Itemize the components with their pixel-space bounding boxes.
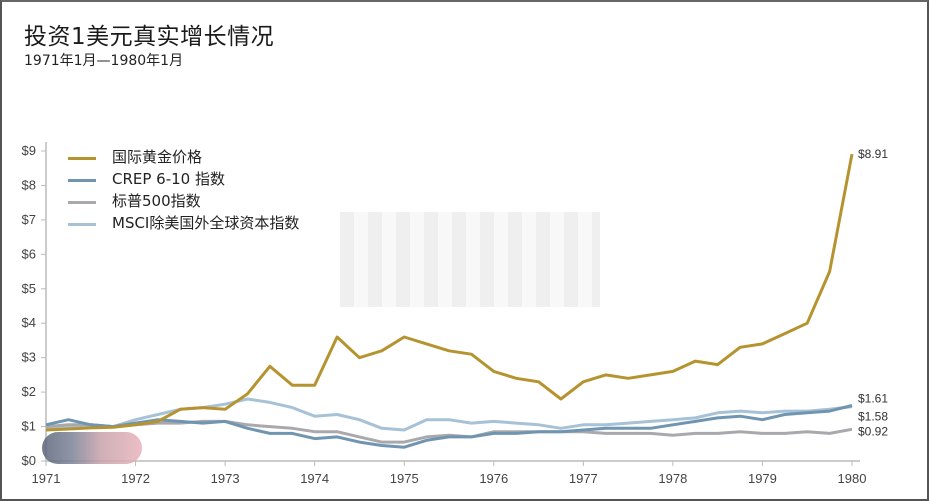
y-tick-label: $8	[22, 177, 36, 192]
legend-swatch-gold	[68, 156, 96, 160]
x-tick-label: 1973	[211, 471, 240, 486]
legend-item-gold: 国际黄金价格	[68, 145, 299, 167]
legend-item-sp500: 标普500指数	[68, 189, 299, 211]
x-tick-label: 1972	[121, 471, 150, 486]
series-line-0	[45, 153, 854, 432]
chart-legend: 国际黄金价格 CREP 6-10 指数 标普500指数 MSCI除美国外全球资本…	[68, 145, 299, 233]
legend-label: CREP 6-10 指数	[112, 169, 225, 188]
chart-title: 投资1美元真实增长情况	[24, 24, 275, 50]
y-tick-label: $1	[22, 419, 36, 434]
x-tick-label: 1978	[658, 471, 687, 486]
x-tick-label: 1979	[748, 471, 777, 486]
legend-item-msci: MSCI除美国外全球资本指数	[68, 211, 299, 233]
series-line-1	[45, 404, 853, 449]
watermark-blur	[340, 212, 600, 307]
x-tick-label: 1975	[390, 471, 419, 486]
legend-label: 标普500指数	[112, 191, 201, 210]
y-tick-label: $4	[22, 315, 36, 330]
end-value-label-msci: $1.58	[858, 410, 888, 424]
y-tick-label: $9	[22, 143, 36, 158]
y-tick-label: $7	[22, 212, 36, 227]
y-tick-label: $2	[22, 384, 36, 399]
end-value-label-gold: $8.91	[858, 147, 888, 161]
y-tick-label: $0	[22, 453, 36, 468]
end-value-label-crsp: $1.61	[858, 392, 888, 406]
end-value-label-sp500: $0.92	[858, 424, 888, 438]
y-tick-label: $5	[22, 281, 36, 296]
chart-subtitle: 1971年1月—1980年1月	[24, 53, 184, 69]
x-tick-label: 1974	[300, 471, 329, 486]
y-tick-label: $6	[22, 246, 36, 261]
legend-item-crsp: CREP 6-10 指数	[68, 167, 299, 189]
legend-swatch-crsp	[68, 178, 96, 182]
y-tick-label: $3	[22, 350, 36, 365]
x-tick-label: 1971	[32, 471, 61, 486]
series-line-2	[45, 419, 853, 444]
x-tick-label: 1980	[838, 471, 867, 486]
x-tick-label: 1977	[569, 471, 598, 486]
legend-swatch-msci	[68, 222, 96, 226]
legend-label: MSCI除美国外全球资本指数	[112, 213, 300, 232]
legend-swatch-sp500	[68, 200, 96, 204]
x-tick-label: 1976	[479, 471, 508, 486]
series-line-3	[45, 397, 853, 432]
blurred-logo	[42, 432, 142, 464]
legend-label: 国际黄金价格	[112, 147, 203, 166]
